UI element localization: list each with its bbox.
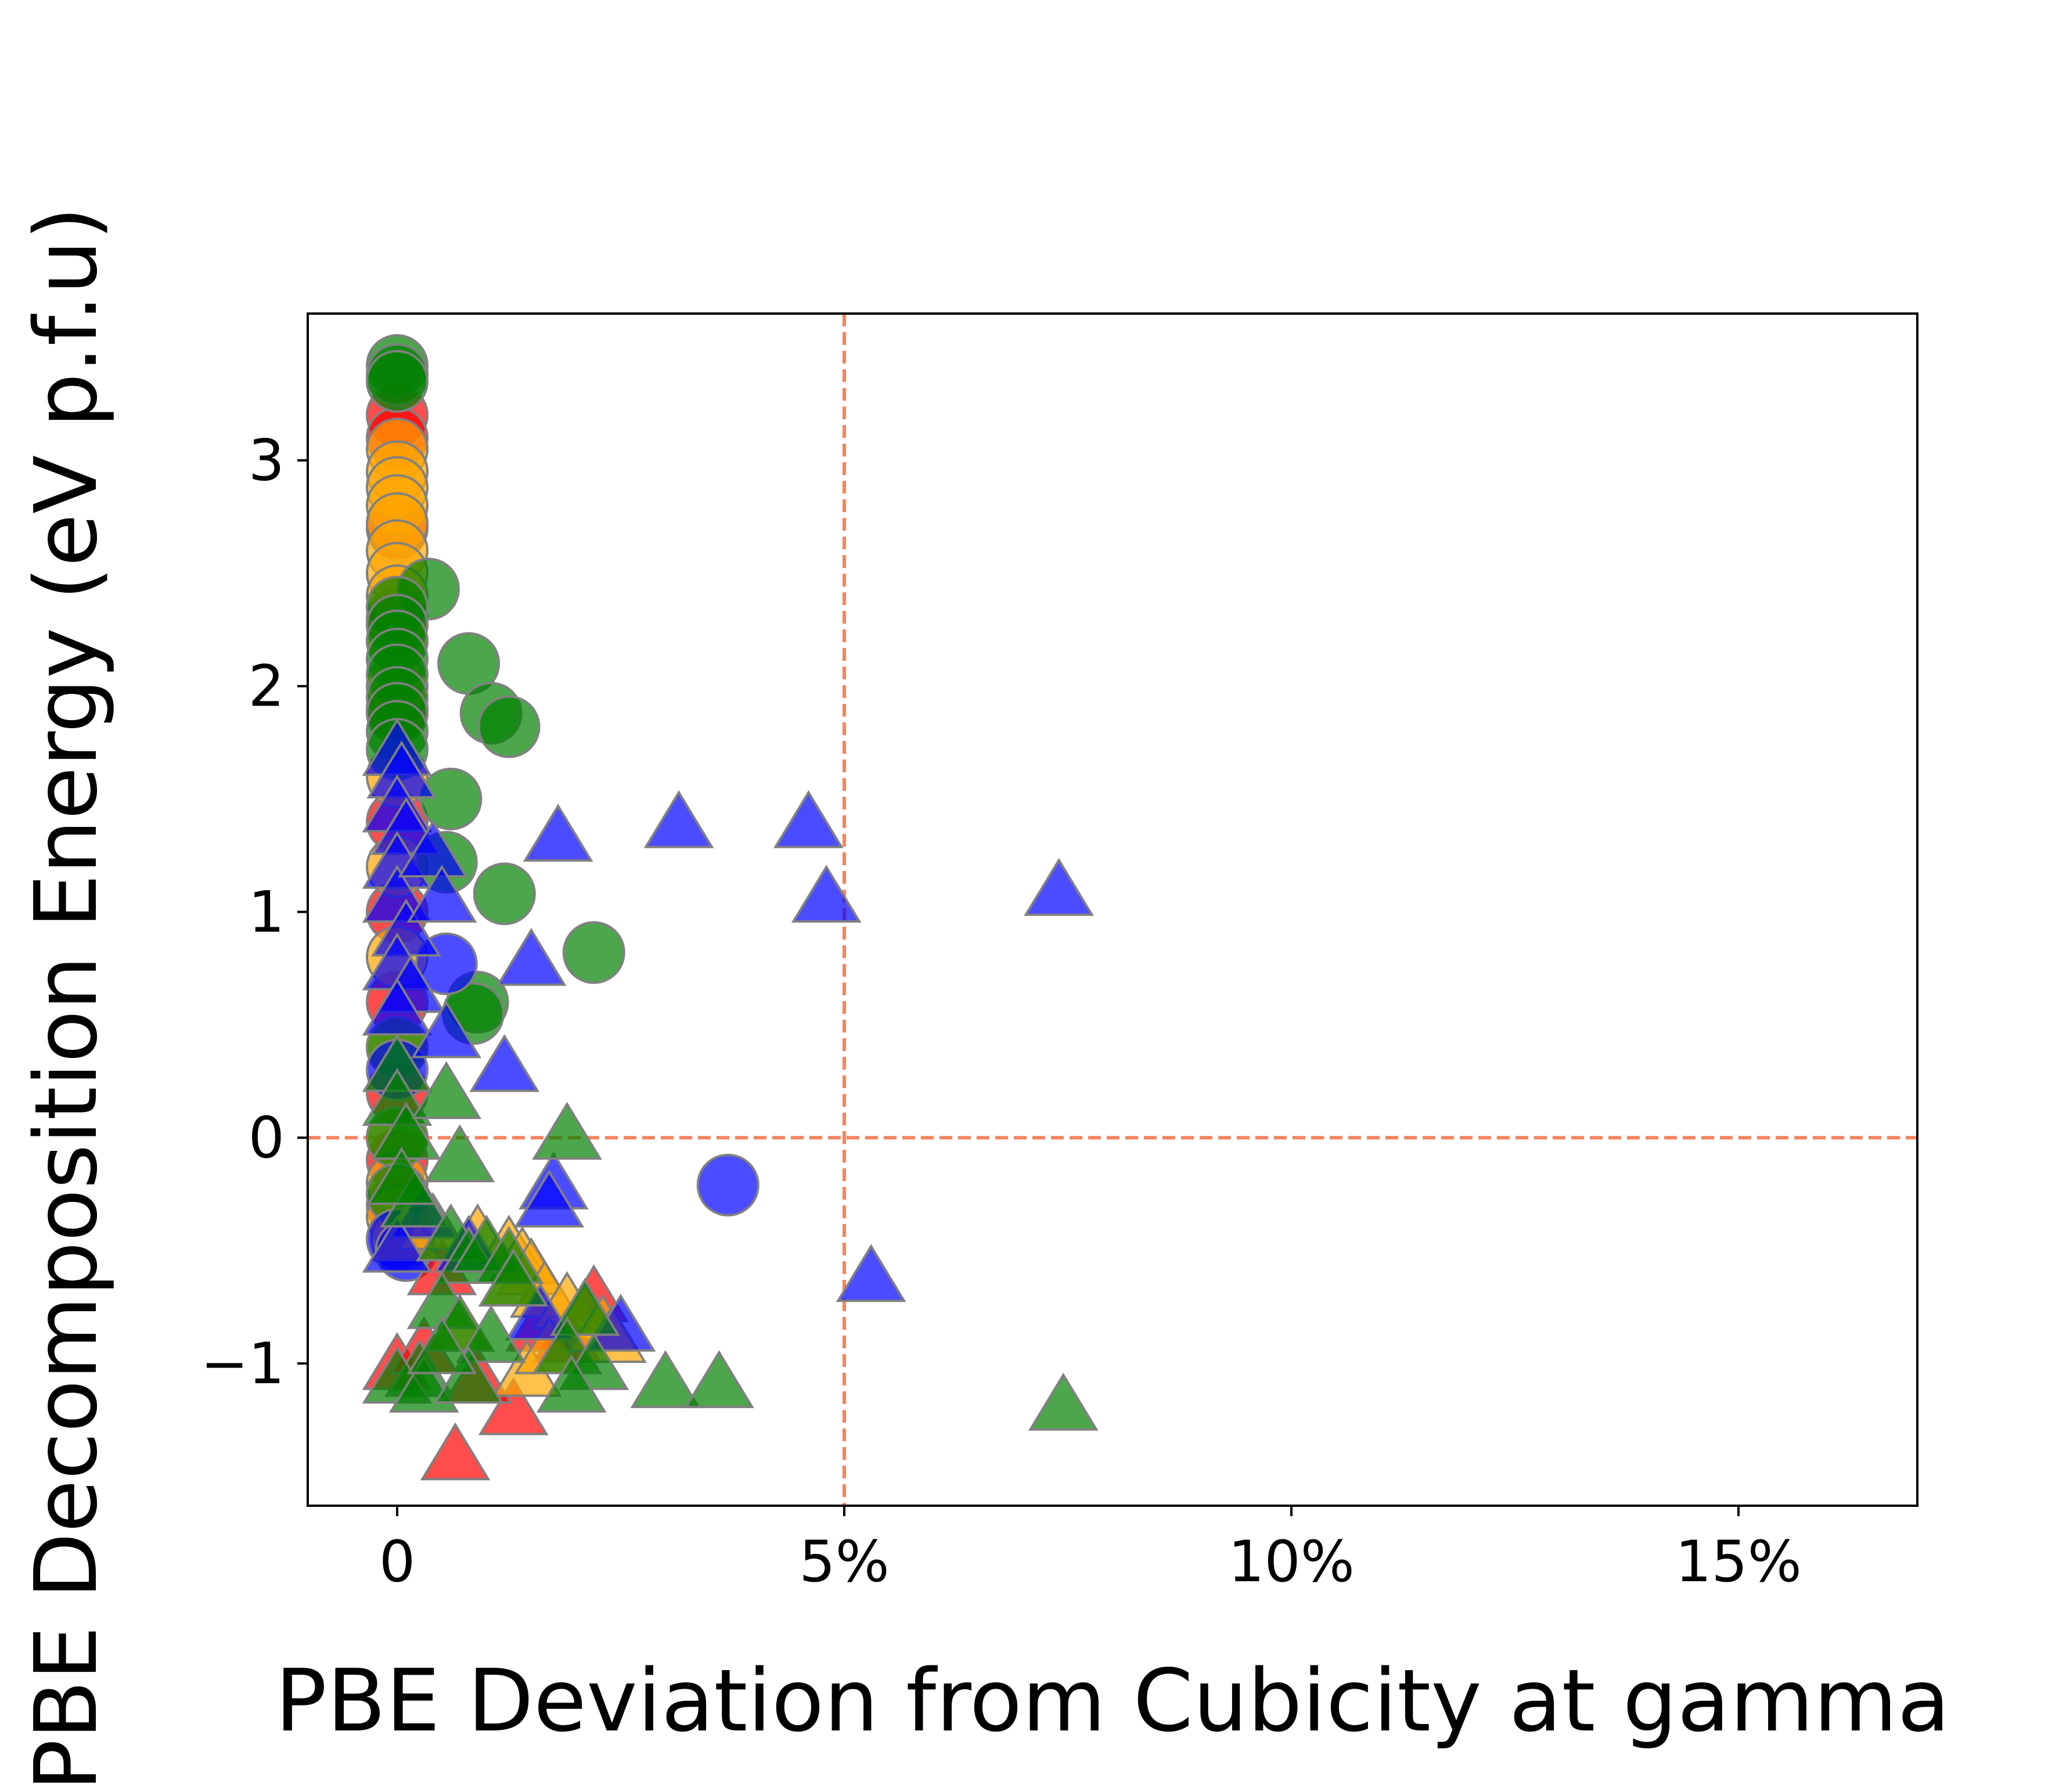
triangle-point (523, 804, 593, 862)
x-tick-label: 5% (799, 1529, 889, 1595)
triangle-point (836, 1244, 906, 1302)
x-tick-label: 10% (1228, 1529, 1355, 1595)
triangle-point (411, 1000, 482, 1059)
data-markers (362, 334, 1099, 1481)
x-tick-label: 0 (379, 1529, 415, 1595)
x-tick-label: 15% (1675, 1529, 1802, 1595)
triangle-point (420, 1422, 491, 1481)
triangle-point (1028, 1372, 1099, 1431)
triangle-point (773, 790, 844, 848)
triangle-point (469, 1034, 540, 1092)
circle-point (473, 862, 536, 926)
triangle-point (406, 865, 477, 923)
plot-area (308, 314, 1917, 1506)
triangle-point (532, 1102, 602, 1160)
circle-point (696, 1153, 759, 1217)
triangle-point (478, 1248, 549, 1307)
triangle-point (478, 1377, 549, 1435)
triangle-point (684, 1350, 754, 1408)
triangle-point (398, 819, 468, 878)
circle-point (562, 921, 625, 984)
y-tick-label: 0 (249, 1105, 285, 1171)
triangle-point (424, 1124, 495, 1183)
triangle-point (630, 1350, 701, 1408)
circle-point (477, 695, 541, 758)
circle-point (366, 350, 429, 413)
triangle-point (643, 790, 714, 848)
y-axis-ticks: −1 0 1 2 3 (201, 428, 308, 1397)
triangle-point (362, 1214, 433, 1273)
triangle-point (406, 1316, 477, 1374)
y-tick-label: 1 (249, 879, 285, 945)
triangle-point (791, 865, 862, 923)
y-tick-label: 2 (249, 654, 285, 720)
triangle-point (1024, 858, 1094, 916)
plot-frame (307, 312, 1918, 1507)
x-axis-ticks: 0 5% 10% 15% (379, 1506, 1802, 1595)
y-tick-label: −1 (201, 1331, 285, 1397)
triangle-point (456, 1305, 527, 1363)
triangle-point (514, 1169, 585, 1228)
x-axis-label: PBE Deviation from Cubicity at gamma (275, 1651, 1950, 1751)
triangle-point (433, 1345, 504, 1404)
circle-point (419, 767, 483, 830)
triangle-point (411, 1061, 482, 1120)
triangle-point (536, 1354, 607, 1413)
y-axis-label: PBE Decomposition Energy (eV p.f.u) (16, 207, 116, 1791)
triangle-point (496, 927, 567, 986)
y-tick-label: 3 (249, 428, 285, 494)
triangle-point (366, 1147, 437, 1205)
